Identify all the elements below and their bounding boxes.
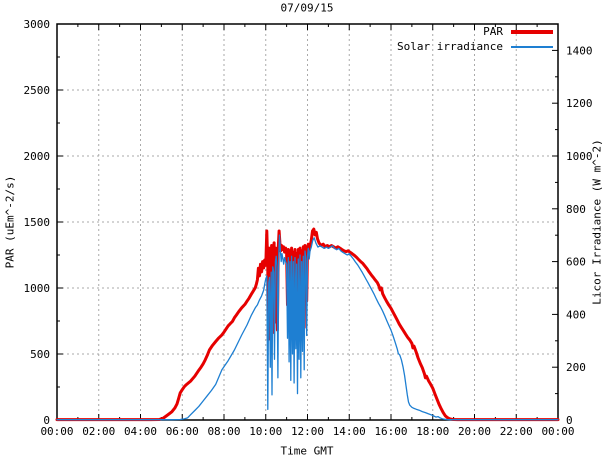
legend: PAR Solar irradiance <box>397 24 553 54</box>
right-y-tick-label: 800 <box>566 203 586 216</box>
legend-label-solar: Solar irradiance <box>397 40 503 53</box>
right-y-tick-label: 0 <box>566 414 573 427</box>
x-tick-label: 04:00 <box>124 425 157 438</box>
x-tick-label: 00:00 <box>541 425 574 438</box>
solar-line-sample <box>511 45 553 48</box>
x-tick-label: 08:00 <box>207 425 240 438</box>
left-y-tick-label: 2500 <box>24 84 51 97</box>
legend-item-solar: Solar irradiance <box>397 39 553 54</box>
right-y-tick-label: 1000 <box>566 150 593 163</box>
left-y-tick-label: 3000 <box>24 18 51 31</box>
left-y-tick-label: 0 <box>43 414 50 427</box>
left-y-tick-label: 1500 <box>24 216 51 229</box>
par-line-sample <box>511 29 553 34</box>
left-y-tick-label: 2000 <box>24 150 51 163</box>
legend-item-par: PAR <box>397 24 553 39</box>
right-axis-title: Licor Irradiance (W m^-2) <box>590 139 604 305</box>
left-y-tick-label: 1000 <box>24 282 51 295</box>
x-tick-label: 22:00 <box>500 425 533 438</box>
right-y-tick-label: 1400 <box>566 44 593 57</box>
legend-label-par: PAR <box>483 25 503 38</box>
x-tick-label: 20:00 <box>458 425 491 438</box>
right-y-tick-label: 600 <box>566 256 586 269</box>
x-tick-label: 00:00 <box>40 425 73 438</box>
x-tick-label: 18:00 <box>416 425 449 438</box>
right-y-tick-label: 1200 <box>566 97 593 110</box>
solar-irradiance-line <box>56 234 559 421</box>
x-tick-label: 12:00 <box>291 425 324 438</box>
x-tick-label: 16:00 <box>374 425 407 438</box>
x-tick-label: 06:00 <box>166 425 199 438</box>
x-tick-label: 14:00 <box>333 425 366 438</box>
x-axis-title: Time GMT <box>280 444 334 458</box>
left-y-tick-label: 500 <box>30 348 50 361</box>
x-tick-label: 10:00 <box>249 425 282 438</box>
left-axis-title: PAR (uEm^-2/s) <box>3 175 17 269</box>
right-y-tick-label: 400 <box>566 308 586 321</box>
chart-title: 07/09/15 <box>280 1 334 15</box>
right-y-tick-label: 200 <box>566 361 586 374</box>
x-tick-label: 02:00 <box>82 425 115 438</box>
